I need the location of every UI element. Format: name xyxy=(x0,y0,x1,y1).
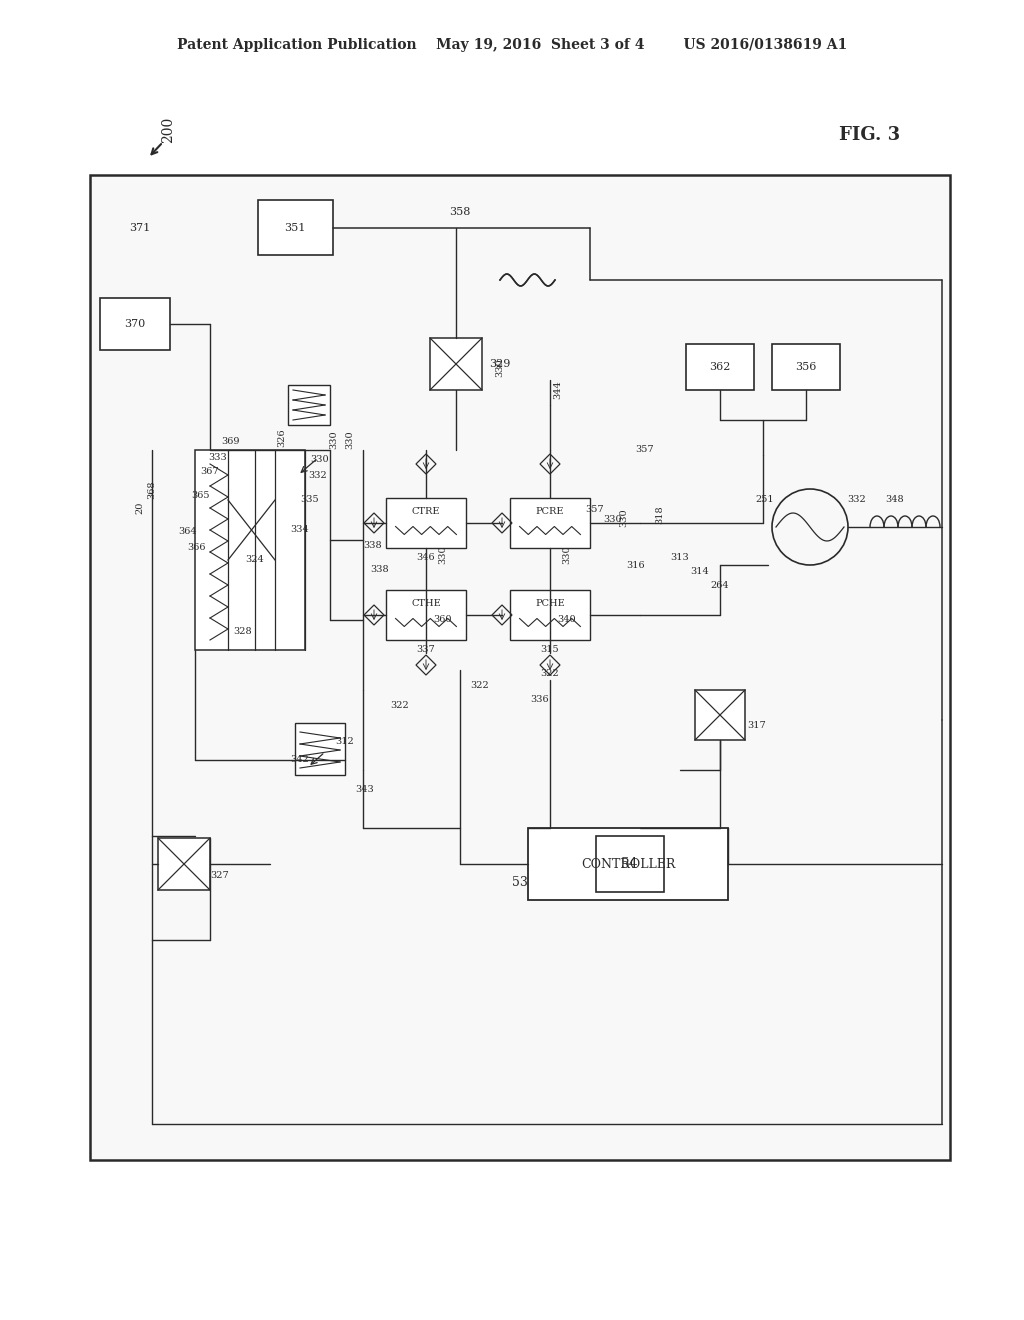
Bar xyxy=(126,211,914,1125)
Text: 313: 313 xyxy=(671,553,689,562)
Text: PCHE: PCHE xyxy=(536,599,565,609)
Text: 330: 330 xyxy=(330,430,339,449)
Text: 318: 318 xyxy=(655,506,665,524)
Text: 356: 356 xyxy=(796,362,817,372)
Text: 330: 330 xyxy=(438,545,447,565)
Text: 351: 351 xyxy=(285,223,306,234)
Bar xyxy=(386,590,466,640)
Text: 358: 358 xyxy=(450,207,471,216)
Text: 264: 264 xyxy=(711,582,729,590)
Text: 343: 343 xyxy=(355,785,375,795)
Text: CTHE: CTHE xyxy=(411,599,441,609)
Text: 333: 333 xyxy=(209,454,227,462)
Text: 327: 327 xyxy=(211,871,229,880)
Text: 330: 330 xyxy=(620,508,629,527)
Text: 340: 340 xyxy=(558,615,577,624)
Bar xyxy=(596,836,664,892)
Text: 357: 357 xyxy=(586,506,604,515)
Text: 360: 360 xyxy=(434,615,453,624)
Text: 332: 332 xyxy=(848,495,866,504)
Text: 329: 329 xyxy=(489,359,511,370)
Text: 330: 330 xyxy=(310,455,330,465)
Text: 324: 324 xyxy=(246,556,264,565)
Bar xyxy=(100,298,170,350)
Bar xyxy=(695,690,745,741)
Bar xyxy=(510,590,590,640)
Text: 200: 200 xyxy=(161,117,175,143)
Bar xyxy=(288,385,330,425)
Text: 369: 369 xyxy=(221,437,240,446)
Text: 368: 368 xyxy=(147,480,157,499)
Text: 334: 334 xyxy=(291,525,309,535)
Text: 20: 20 xyxy=(135,502,144,515)
Bar xyxy=(100,201,180,255)
Bar xyxy=(528,828,728,900)
Text: 337: 337 xyxy=(417,645,435,655)
Text: 322: 322 xyxy=(541,668,559,677)
Bar xyxy=(108,193,932,1142)
Text: 348: 348 xyxy=(886,495,904,504)
Text: 336: 336 xyxy=(530,696,549,705)
Text: Patent Application Publication    May 19, 2016  Sheet 3 of 4        US 2016/0138: Patent Application Publication May 19, 2… xyxy=(177,38,847,51)
Text: 330: 330 xyxy=(345,430,354,449)
Text: 316: 316 xyxy=(627,561,645,569)
Bar xyxy=(386,498,466,548)
Text: CTRE: CTRE xyxy=(412,507,440,516)
Text: 322: 322 xyxy=(390,701,410,710)
Text: 342: 342 xyxy=(291,755,309,764)
Bar xyxy=(158,838,210,890)
Text: 346: 346 xyxy=(417,553,435,562)
Bar xyxy=(686,345,754,389)
Text: 317: 317 xyxy=(748,721,766,730)
Text: 330: 330 xyxy=(562,545,571,565)
Text: PCRE: PCRE xyxy=(536,507,564,516)
Text: 315: 315 xyxy=(541,645,559,655)
Text: 338: 338 xyxy=(371,565,389,574)
Text: 314: 314 xyxy=(690,568,710,577)
Text: 312: 312 xyxy=(336,738,354,747)
Bar xyxy=(368,247,886,1088)
Text: 371: 371 xyxy=(129,223,151,234)
Text: 53: 53 xyxy=(512,875,528,888)
Text: 251: 251 xyxy=(756,495,774,504)
Text: 366: 366 xyxy=(186,544,205,553)
Bar xyxy=(195,450,305,649)
Text: 367: 367 xyxy=(201,467,219,477)
Text: 322: 322 xyxy=(471,681,489,689)
Text: 328: 328 xyxy=(233,627,252,636)
Text: 338: 338 xyxy=(364,540,382,549)
Text: 326: 326 xyxy=(278,429,287,447)
Bar xyxy=(772,345,840,389)
Bar xyxy=(430,338,482,389)
Bar xyxy=(350,228,904,1106)
Text: 362: 362 xyxy=(710,362,731,372)
Bar xyxy=(510,498,590,548)
Bar xyxy=(295,723,345,775)
Text: 335: 335 xyxy=(301,495,319,504)
Text: 330: 330 xyxy=(604,516,623,524)
Text: 364: 364 xyxy=(178,528,198,536)
Text: 357: 357 xyxy=(636,446,654,454)
Text: FIG. 3: FIG. 3 xyxy=(840,125,900,144)
Bar xyxy=(258,201,333,255)
Text: 365: 365 xyxy=(190,491,209,499)
Bar xyxy=(498,271,558,288)
Bar xyxy=(90,176,950,1160)
Text: 332: 332 xyxy=(308,470,328,479)
Text: 344: 344 xyxy=(554,380,562,400)
Text: 54: 54 xyxy=(622,857,639,871)
Text: CONTROLLER: CONTROLLER xyxy=(581,858,675,870)
Text: 370: 370 xyxy=(124,319,145,329)
Text: 330: 330 xyxy=(496,359,505,378)
